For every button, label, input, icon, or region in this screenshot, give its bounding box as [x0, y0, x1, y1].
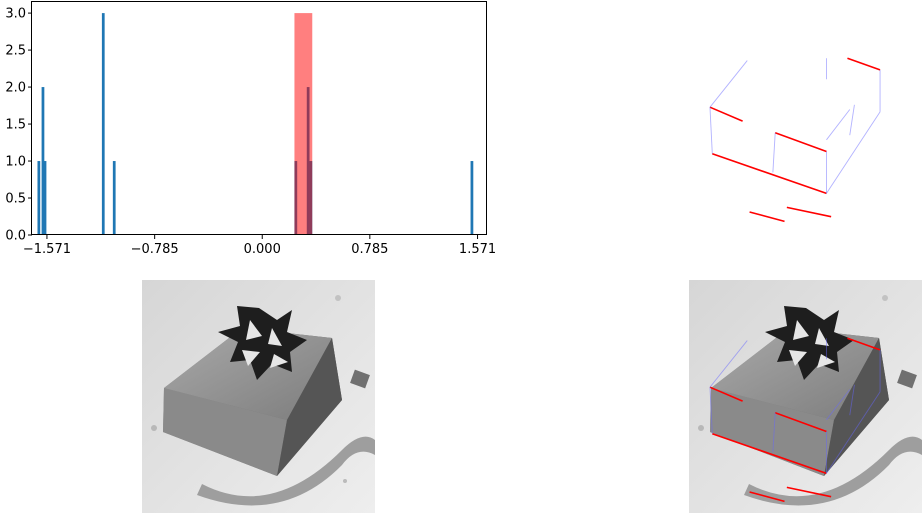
histogram-bars [37, 13, 474, 235]
red-line-segment [847, 337, 881, 351]
blue-line-segment [826, 389, 851, 421]
red-line-segment [847, 57, 881, 71]
x-tick-label: 0.785 [351, 242, 388, 257]
y-tick-label: 3.0 [5, 7, 26, 22]
blue-line-segment [826, 111, 881, 194]
blue-line-segment [709, 107, 713, 154]
histogram-bar [43, 161, 47, 235]
red-line-segment [749, 491, 785, 503]
x-tick-label: −1.571 [23, 242, 71, 257]
histogram-bar [101, 13, 105, 235]
red-line-segment [749, 211, 785, 223]
histogram-axes-frame [31, 1, 487, 235]
blue-line-segment [849, 104, 855, 136]
line-segments [709, 57, 881, 223]
histogram-bar [470, 161, 474, 235]
y-tick-label: 1.5 [5, 118, 26, 133]
line-segments-plot [709, 57, 881, 223]
histogram-x-ticks: −1.571 −0.785 0.000 0.785 1.571 [23, 235, 496, 257]
blue-line-segment [849, 384, 855, 416]
red-line-segment [786, 486, 832, 498]
blue-line-segment [772, 412, 776, 453]
red-line-segment [709, 106, 743, 122]
x-tick-label: −0.785 [131, 242, 179, 257]
blue-line-segment [772, 132, 776, 173]
histogram-chart: 0.0 0.5 1.0 1.5 2.0 2.5 3.0 −1.571 −0.785 0.000 0… [5, 1, 496, 257]
blue-line-segment [709, 60, 748, 108]
blue-line-segment [826, 391, 881, 474]
y-tick-label: 2.0 [5, 81, 26, 96]
y-tick-label: 1.0 [5, 155, 26, 170]
blue-line-segment [826, 109, 851, 141]
y-tick-label: 0.5 [5, 192, 26, 207]
red-line-segment [712, 153, 827, 195]
red-line-segment [786, 206, 832, 218]
red-line-segment [712, 433, 827, 475]
x-tick-label: 1.571 [459, 242, 496, 257]
red-line-segment [774, 412, 827, 433]
histogram-bar [37, 161, 41, 235]
histogram-y-ticks: 0.0 0.5 1.0 1.5 2.0 2.5 3.0 [5, 7, 32, 244]
y-tick-label: 2.5 [5, 44, 26, 59]
photo-line-overlay [709, 337, 881, 503]
histogram-bar [112, 161, 116, 235]
red-line-segment [774, 132, 827, 153]
x-tick-label: 0.000 [244, 242, 281, 257]
gift-photo [142, 280, 375, 513]
highlight-bar [294, 13, 313, 235]
red-line-segment [709, 386, 743, 402]
blue-line-segment [709, 340, 748, 388]
y-tick-label: 0.0 [5, 229, 26, 244]
blue-line-segment [709, 387, 713, 434]
histogram-bar [41, 87, 45, 235]
gift-photo-with-line-overlay [689, 280, 922, 513]
